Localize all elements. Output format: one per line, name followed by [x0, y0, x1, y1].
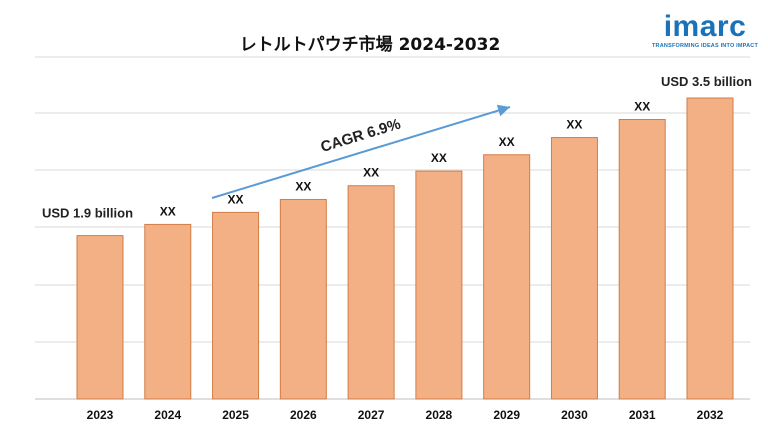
logo-tagline: TRANSFORMING IDEAS INTO IMPACT: [652, 43, 759, 49]
x-tick-2027: 2027: [358, 408, 385, 422]
data-label-2029: XX: [499, 135, 515, 149]
x-tick-2030: 2030: [561, 408, 588, 422]
data-label-2028: XX: [431, 151, 447, 165]
x-tick-2029: 2029: [493, 408, 520, 422]
data-label-2026: XX: [295, 179, 311, 193]
bar-2029: [483, 154, 531, 400]
x-axis-ticks: 2023 2024 2025 2026 2027 2028 2029 2030 2031 2032: [87, 408, 724, 422]
bar-2028: [415, 170, 463, 400]
bar-2032: [686, 97, 734, 400]
imarc-logo: imarc TRANSFORMING IDEAS INTO IMPACT: [652, 12, 758, 52]
bar-2027: [347, 185, 395, 400]
x-tick-2028: 2028: [426, 408, 453, 422]
cagr-arrow: [211, 104, 511, 199]
x-tick-2026: 2026: [290, 408, 317, 422]
data-labels: XX XX XX XX XX XX XX XX: [160, 100, 650, 219]
bar-2026: [279, 198, 327, 400]
logo-wordmark: imarc: [663, 10, 747, 43]
chart-title: レトルトパウチ市場 2024-2032: [239, 35, 501, 55]
data-label-2031: XX: [634, 100, 650, 114]
end-value-label: USD 3.5 billion: [661, 74, 752, 89]
bar-2025: [212, 211, 260, 400]
bar-2023: [76, 235, 124, 400]
bar-2024: [144, 223, 192, 400]
x-tick-2032: 2032: [697, 408, 724, 422]
bars: [76, 97, 734, 400]
x-tick-2024: 2024: [154, 408, 181, 422]
data-label-2027: XX: [363, 166, 379, 180]
data-label-2024: XX: [160, 204, 176, 218]
bar-2030: [550, 137, 598, 400]
x-tick-2031: 2031: [629, 408, 656, 422]
bar-2031: [618, 119, 666, 400]
x-tick-2025: 2025: [222, 408, 249, 422]
start-value-label: USD 1.9 billion: [42, 206, 133, 221]
x-tick-2023: 2023: [87, 408, 114, 422]
data-label-2030: XX: [566, 118, 582, 132]
data-label-2025: XX: [228, 192, 244, 206]
cagr-label: CAGR 6.9%: [319, 116, 403, 156]
